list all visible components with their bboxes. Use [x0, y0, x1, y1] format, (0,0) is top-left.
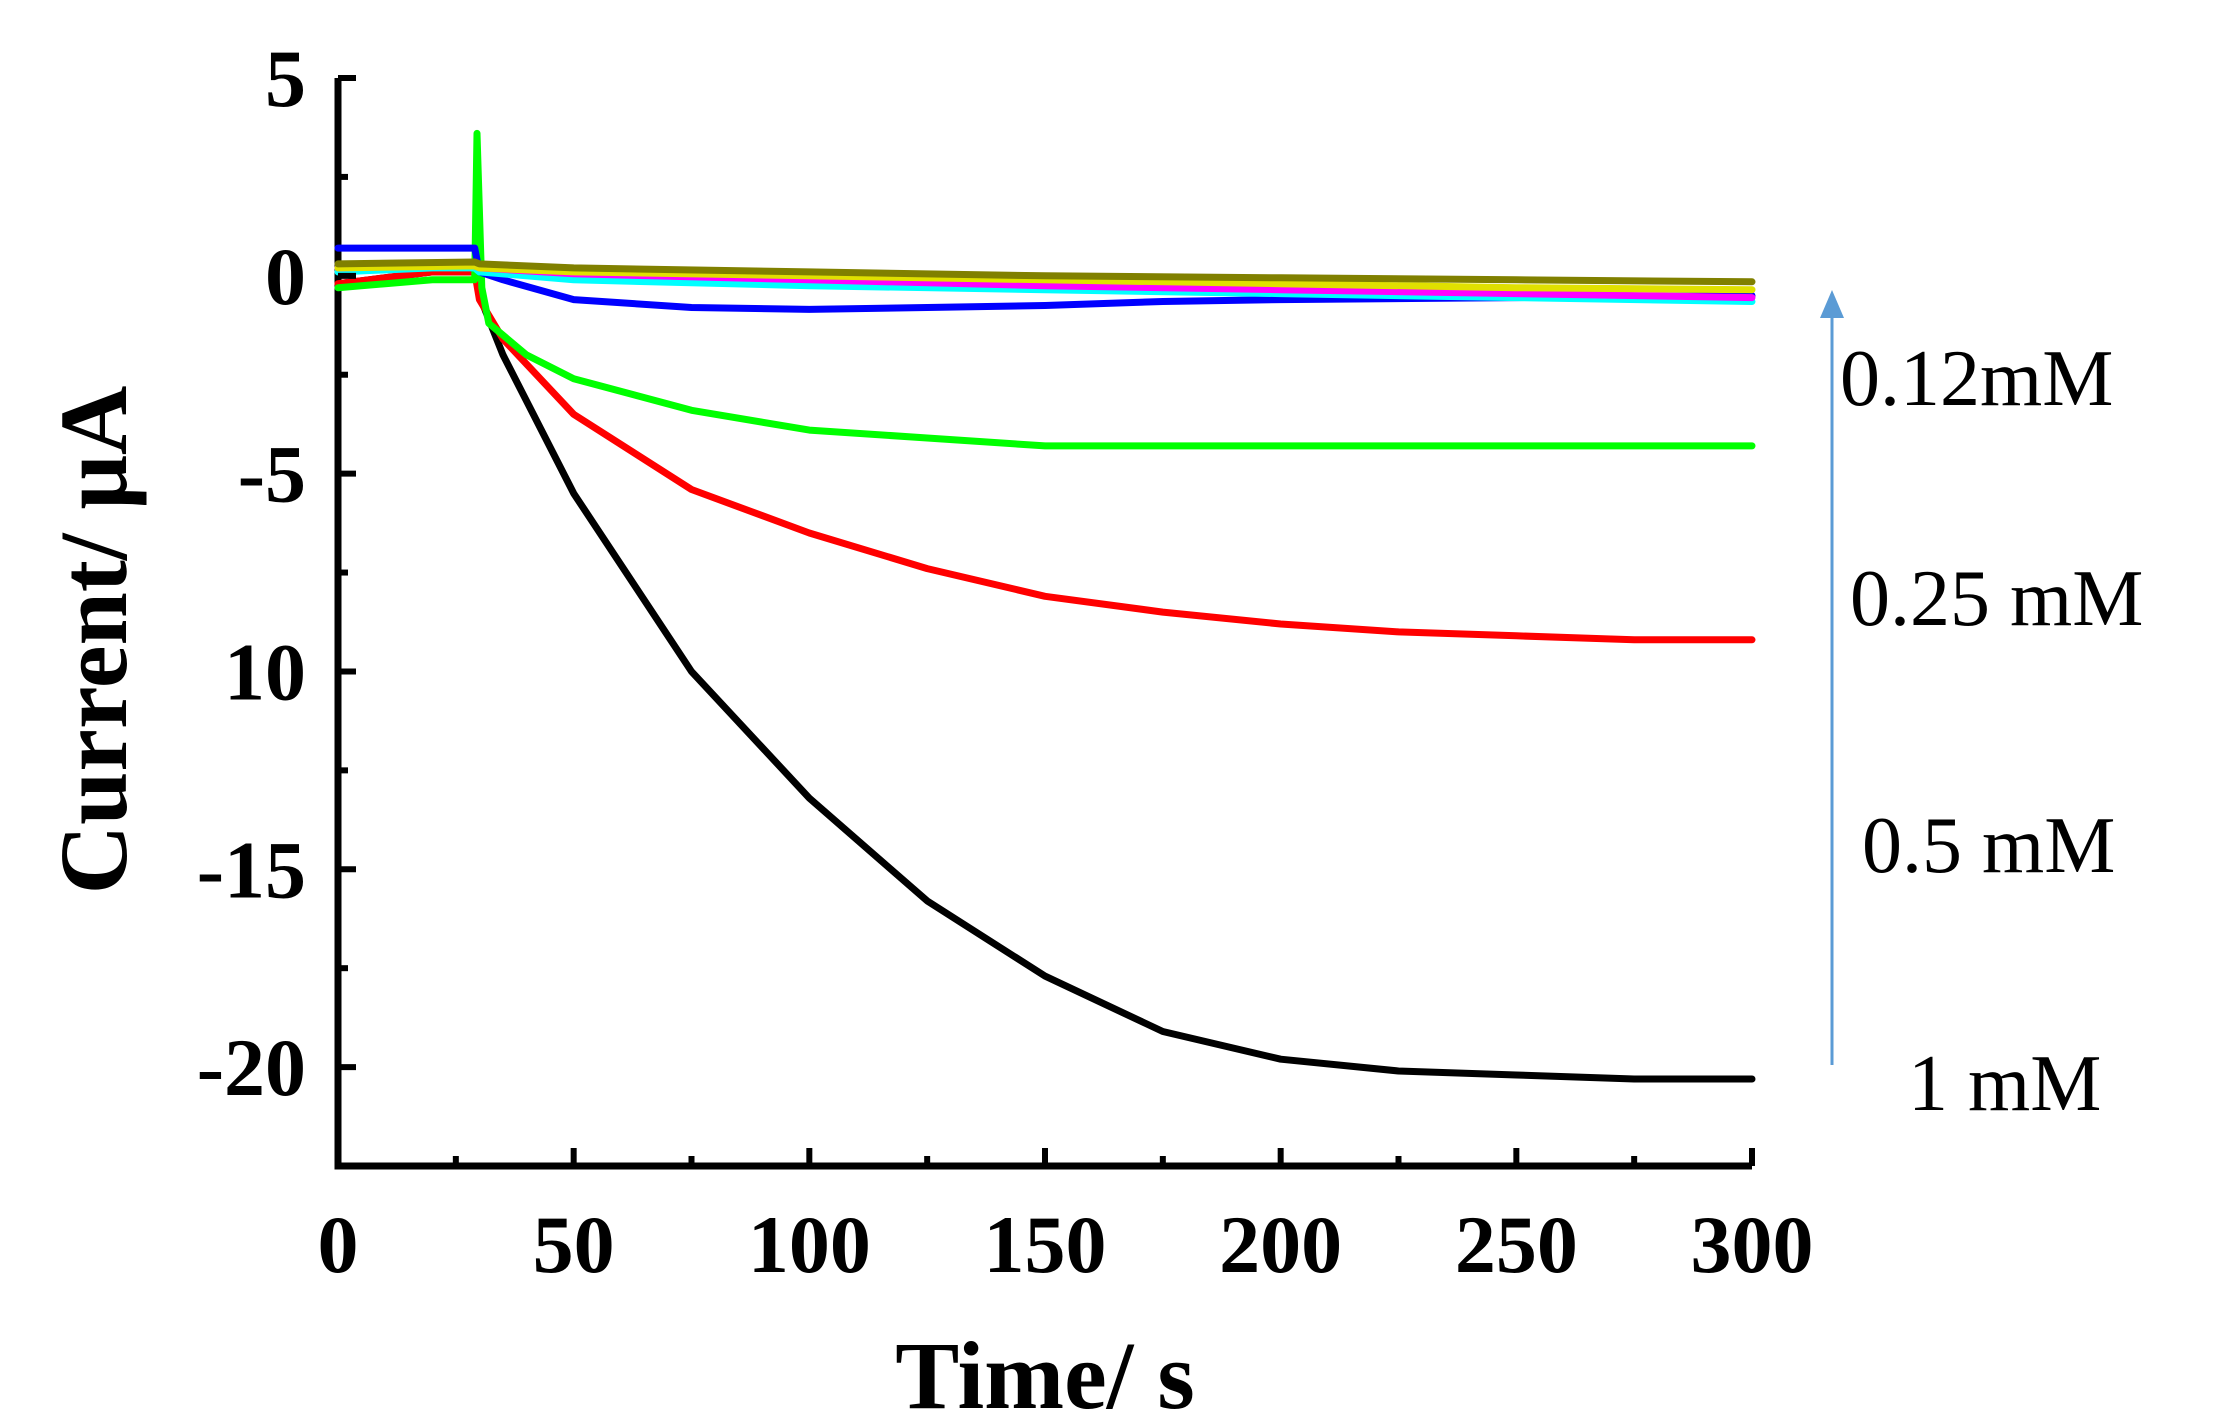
- label-0-5mm: 0.5 mM: [1862, 802, 2115, 890]
- plot-axes: [334, 78, 1752, 1170]
- x-axis-title: Time/ s: [895, 1322, 1195, 1425]
- label-1mm: 1 mM: [1908, 1040, 2101, 1128]
- x-tick-label: 50: [533, 1199, 615, 1290]
- y-axis-title: Current/ μA: [40, 386, 147, 895]
- y-tick-label: -15: [197, 824, 306, 915]
- label-0-25mm: 0.25 mM: [1850, 555, 2143, 643]
- series-line-7: [334, 258, 1756, 286]
- series-line-1: [334, 268, 1756, 644]
- series-layer: [334, 129, 1756, 1083]
- x-tick-label: 250: [1455, 1199, 1578, 1290]
- y-tick-label: -5: [238, 429, 306, 520]
- y-tick-label: -20: [197, 1022, 306, 1113]
- concentration-arrowhead: [1820, 290, 1844, 318]
- series-line-3: [334, 244, 1756, 313]
- y-tick-label: 10: [224, 626, 306, 717]
- y-tick-label: 5: [265, 33, 306, 124]
- label-0-12mm: 0.12mM: [1840, 335, 2113, 423]
- x-tick-label: 150: [984, 1199, 1107, 1290]
- series-line-6: [334, 262, 1756, 294]
- y-tick-label: 0: [265, 231, 306, 322]
- x-tick-label: 100: [748, 1199, 871, 1290]
- x-tick-label: 0: [318, 1199, 359, 1290]
- series-line-2: [334, 129, 1756, 450]
- x-tick-label: 300: [1691, 1199, 1814, 1290]
- x-tick-label: 200: [1219, 1199, 1342, 1290]
